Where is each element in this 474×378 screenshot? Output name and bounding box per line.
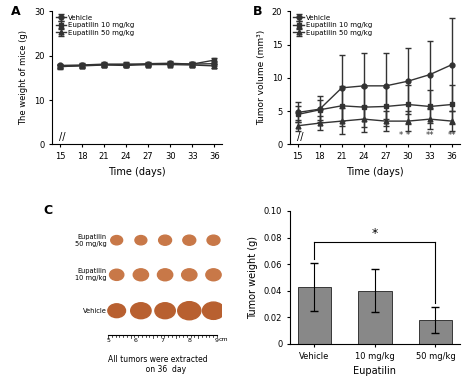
Text: B: B — [253, 5, 262, 18]
Y-axis label: Tumor volume (mm³): Tumor volume (mm³) — [257, 30, 266, 125]
Circle shape — [206, 269, 221, 281]
Text: *: * — [399, 131, 403, 140]
Bar — [358, 291, 392, 344]
Text: Vehicle: Vehicle — [82, 308, 107, 314]
X-axis label: Time (days): Time (days) — [108, 167, 166, 177]
Text: //: // — [297, 132, 303, 142]
Text: 8: 8 — [188, 338, 191, 343]
Circle shape — [135, 235, 147, 245]
Circle shape — [131, 303, 151, 319]
Text: *: * — [372, 227, 378, 240]
Text: Eupatilin
50 mg/kg: Eupatilin 50 mg/kg — [75, 234, 107, 247]
Y-axis label: The weight of mice (g): The weight of mice (g) — [19, 30, 28, 125]
Circle shape — [202, 302, 225, 319]
Legend: Vehicle, Eupatilin 10 mg/kg, Eupatilin 50 mg/kg: Vehicle, Eupatilin 10 mg/kg, Eupatilin 5… — [55, 15, 134, 36]
Text: 6: 6 — [133, 338, 137, 343]
Text: A: A — [11, 5, 21, 18]
Circle shape — [159, 235, 172, 245]
Circle shape — [111, 235, 123, 245]
Bar — [298, 287, 331, 344]
Circle shape — [183, 235, 196, 245]
Text: 5: 5 — [106, 338, 110, 343]
Text: 7: 7 — [161, 338, 164, 343]
Circle shape — [109, 269, 124, 280]
Bar — [419, 320, 452, 344]
Circle shape — [182, 269, 197, 281]
X-axis label: Time (days): Time (days) — [346, 167, 404, 177]
Text: All tumors were extracted
       on 36  day: All tumors were extracted on 36 day — [108, 355, 207, 374]
Circle shape — [133, 269, 148, 281]
Text: cm: cm — [219, 337, 228, 342]
Legend: Vehicle, Eupatilin 10 mg/kg, Eupatilin 50 mg/kg: Vehicle, Eupatilin 10 mg/kg, Eupatilin 5… — [293, 15, 372, 36]
Circle shape — [108, 304, 126, 318]
Circle shape — [157, 269, 173, 281]
Circle shape — [207, 235, 220, 245]
Text: **: ** — [426, 131, 434, 140]
Circle shape — [155, 303, 175, 319]
Text: *: * — [406, 131, 410, 140]
Y-axis label: Tumor weight (g): Tumor weight (g) — [248, 236, 258, 319]
Circle shape — [178, 302, 201, 320]
Text: Eupatilin
10 mg/kg: Eupatilin 10 mg/kg — [75, 268, 107, 281]
Text: C: C — [44, 204, 53, 217]
Text: **: ** — [448, 131, 456, 140]
Text: //: // — [59, 132, 65, 142]
X-axis label: Eupatilin: Eupatilin — [353, 366, 396, 376]
Text: 9: 9 — [215, 338, 219, 343]
